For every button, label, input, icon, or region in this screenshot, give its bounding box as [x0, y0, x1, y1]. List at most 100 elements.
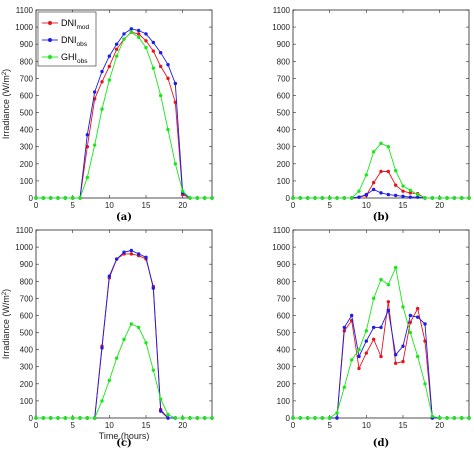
data-point [459, 416, 464, 420]
x-tick-label: 20 [435, 421, 444, 430]
data-point [114, 42, 119, 46]
data-point [423, 196, 427, 200]
y-tick-label: 700 [277, 294, 291, 303]
legend-swatch-marker [48, 38, 52, 42]
data-point [158, 51, 163, 55]
data-point [136, 28, 141, 33]
data-point [401, 194, 405, 198]
y-axis-label: Irradiance (W/m2) [1, 69, 11, 139]
data-point [401, 344, 405, 348]
data-point [188, 196, 192, 200]
data-point [423, 382, 427, 386]
data-point [56, 196, 60, 200]
data-point [144, 341, 148, 345]
data-point [320, 416, 325, 420]
data-point [166, 127, 170, 132]
data-point [379, 191, 383, 195]
data-point [379, 354, 383, 359]
y-tick-label: 400 [20, 126, 34, 135]
data-point [48, 416, 53, 420]
data-point [144, 32, 148, 36]
data-point [107, 378, 112, 383]
data-point [415, 195, 420, 199]
data-point [41, 196, 46, 200]
chart-panel: 0 100 200 300 400 500 600 700 800 900 1000 1100 0 5 10… [1, 226, 214, 449]
y-tick-label: 800 [20, 57, 34, 66]
y-tick-label: 200 [277, 380, 291, 389]
x-tick-label: 15 [399, 201, 408, 210]
data-point [144, 255, 148, 260]
data-point [129, 248, 134, 253]
data-point [100, 107, 104, 111]
data-point [114, 257, 119, 261]
y-tick-label: 100 [20, 177, 34, 186]
data-point [107, 78, 112, 82]
data-point [342, 385, 347, 389]
data-point [393, 265, 398, 270]
data-point [349, 358, 354, 362]
y-tick-label: 200 [20, 380, 34, 389]
y-tick-label: 800 [20, 277, 34, 286]
data-point [467, 416, 471, 420]
y-tick-label: 700 [20, 74, 34, 83]
x-tick-label: 20 [435, 201, 444, 210]
plot-area [292, 229, 470, 419]
data-point [34, 196, 38, 200]
y-tick-label: 1100 [273, 6, 291, 15]
data-point [342, 325, 347, 330]
y-tick-label: 1000 [15, 243, 33, 252]
data-point [78, 416, 82, 420]
data-point [195, 196, 200, 200]
data-point [445, 416, 449, 420]
y-tick-label: 500 [20, 109, 34, 118]
data-point [291, 196, 295, 200]
x-tick-label: 0 [34, 201, 39, 210]
data-point [357, 366, 361, 371]
data-point [313, 196, 317, 200]
x-tick-label: 15 [142, 201, 151, 210]
data-point [107, 64, 112, 69]
data-point [371, 187, 376, 192]
data-point [100, 399, 104, 403]
y-tick-label: 500 [277, 109, 291, 118]
data-point [386, 192, 391, 197]
data-point [452, 416, 457, 420]
x-tick-label: 10 [105, 421, 114, 430]
data-point [379, 325, 383, 330]
data-point [210, 196, 214, 200]
data-point [151, 66, 156, 70]
x-tick-label: 10 [362, 421, 371, 430]
data-point [349, 196, 354, 200]
x-tick-label: 0 [34, 421, 39, 430]
data-point [70, 416, 75, 420]
y-tick-label: 0 [29, 414, 34, 423]
data-point [129, 252, 134, 256]
data-point [63, 196, 68, 200]
data-point [129, 322, 134, 326]
data-point [100, 346, 104, 350]
data-point [92, 143, 97, 147]
data-point [408, 320, 413, 324]
data-point [107, 274, 112, 278]
data-point [114, 54, 119, 58]
panel-label: (c) [116, 438, 132, 449]
data-point [401, 189, 405, 193]
data-point [364, 351, 369, 355]
legend-swatch-marker [48, 55, 52, 59]
data-point [180, 416, 185, 420]
data-point [371, 150, 376, 154]
panel-label: (b) [373, 212, 389, 223]
data-point [393, 193, 398, 198]
data-point [305, 196, 310, 200]
plot-area [292, 9, 470, 199]
data-point [122, 32, 126, 36]
data-point [136, 32, 141, 36]
legend-swatch-marker [48, 21, 52, 25]
data-point [92, 90, 97, 94]
y-tick-label: 0 [29, 194, 34, 203]
data-point [357, 347, 361, 352]
data-point [342, 196, 347, 200]
y-tick-label: 100 [20, 397, 34, 406]
data-point [129, 27, 134, 31]
